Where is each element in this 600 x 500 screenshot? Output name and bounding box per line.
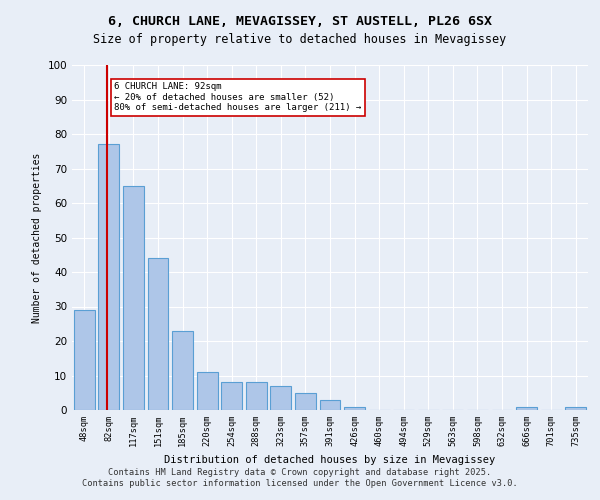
Bar [148,258,169,410]
Bar [123,186,144,410]
Bar [320,400,340,410]
Bar [271,386,292,410]
Text: Contains HM Land Registry data © Crown copyright and database right 2025.
Contai: Contains HM Land Registry data © Crown c… [82,468,518,487]
X-axis label: Distribution of detached houses by size in Mevagissey: Distribution of detached houses by size … [164,454,496,464]
Bar [246,382,267,410]
Text: 6 CHURCH LANE: 92sqm
← 20% of detached houses are smaller (52)
80% of semi-detac: 6 CHURCH LANE: 92sqm ← 20% of detached h… [115,82,362,112]
Bar [98,144,119,410]
Bar [172,330,193,410]
Text: 6, CHURCH LANE, MEVAGISSEY, ST AUSTELL, PL26 6SX: 6, CHURCH LANE, MEVAGISSEY, ST AUSTELL, … [108,15,492,28]
Text: Size of property relative to detached houses in Mevagissey: Size of property relative to detached ho… [94,32,506,46]
Bar [516,406,537,410]
Bar [221,382,242,410]
Y-axis label: Number of detached properties: Number of detached properties [32,152,42,322]
Bar [344,406,365,410]
Bar [295,393,316,410]
Bar [565,406,586,410]
Bar [74,310,95,410]
Bar [197,372,218,410]
